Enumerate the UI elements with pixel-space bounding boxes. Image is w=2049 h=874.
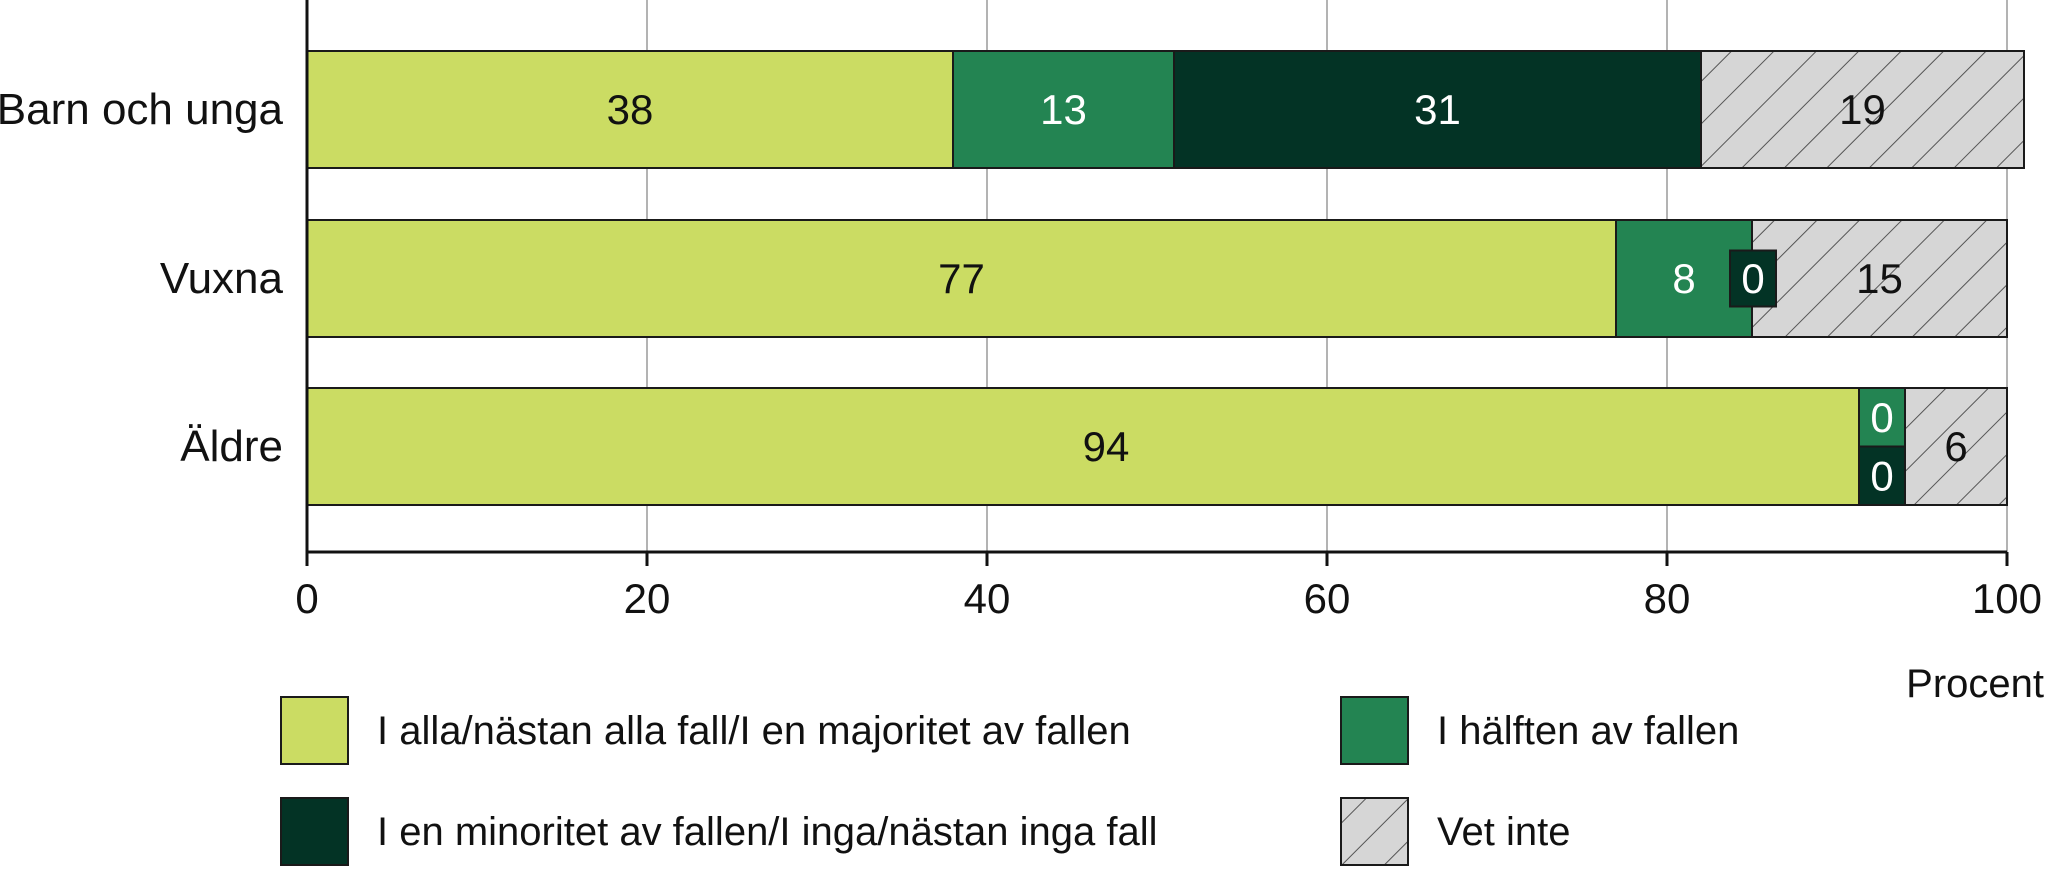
legend-label: I alla/nästan alla fall/I en majoritet a… bbox=[377, 709, 1131, 753]
zero-value-box bbox=[1858, 445, 1906, 506]
x-tick-label: 60 bbox=[1304, 575, 1351, 622]
x-tick-label: 20 bbox=[624, 575, 671, 622]
data-label: 6 bbox=[1944, 423, 1967, 470]
category-label: Äldre bbox=[180, 422, 283, 471]
bar-segment bbox=[1700, 50, 2025, 169]
bar-segment bbox=[1751, 219, 2008, 338]
data-label: 0 bbox=[1870, 394, 1893, 441]
x-axis-unit-label: Procent bbox=[1906, 662, 2044, 706]
data-label: 13 bbox=[1040, 86, 1087, 133]
x-tick-label: 0 bbox=[295, 575, 318, 622]
bar-segment bbox=[1173, 50, 1702, 169]
data-label: 8 bbox=[1672, 255, 1695, 302]
category-label: Vuxna bbox=[160, 254, 284, 303]
bar-group: 38 13 31 19 77 8 15 0 94 6 0 0 bbox=[306, 50, 2025, 506]
legend-label: Vet inte bbox=[1437, 810, 1570, 854]
legend-swatch bbox=[280, 696, 349, 765]
bar-segment bbox=[306, 219, 1617, 338]
legend-swatch bbox=[1340, 696, 1409, 765]
data-label: 77 bbox=[938, 255, 985, 302]
legend-swatch bbox=[280, 797, 349, 866]
data-label: 38 bbox=[607, 86, 654, 133]
data-label: 31 bbox=[1414, 86, 1461, 133]
data-label: 19 bbox=[1839, 86, 1886, 133]
legend-swatch bbox=[1340, 797, 1409, 866]
bar-segment bbox=[1904, 387, 2008, 506]
legend-label: I en minoritet av fallen/I inga/nästan i… bbox=[377, 810, 1157, 854]
bar-segment bbox=[306, 50, 954, 169]
zero-value-box bbox=[1858, 387, 1906, 448]
bar-segment bbox=[306, 387, 1906, 506]
zero-value-box bbox=[1729, 249, 1777, 308]
data-label: 0 bbox=[1741, 255, 1764, 302]
data-label: 0 bbox=[1870, 452, 1893, 499]
data-label: 94 bbox=[1083, 423, 1130, 470]
bar-segment bbox=[952, 50, 1175, 169]
x-tick-label: 100 bbox=[1972, 575, 2042, 622]
legend-label: I hälften av fallen bbox=[1437, 709, 1739, 753]
legend: I alla/nästan alla fall/I en majoritet a… bbox=[280, 696, 1739, 866]
data-label: 15 bbox=[1856, 255, 1903, 302]
x-tick-label: 80 bbox=[1644, 575, 1691, 622]
x-tick-label: 40 bbox=[964, 575, 1011, 622]
category-label: Barn och unga bbox=[0, 85, 284, 134]
